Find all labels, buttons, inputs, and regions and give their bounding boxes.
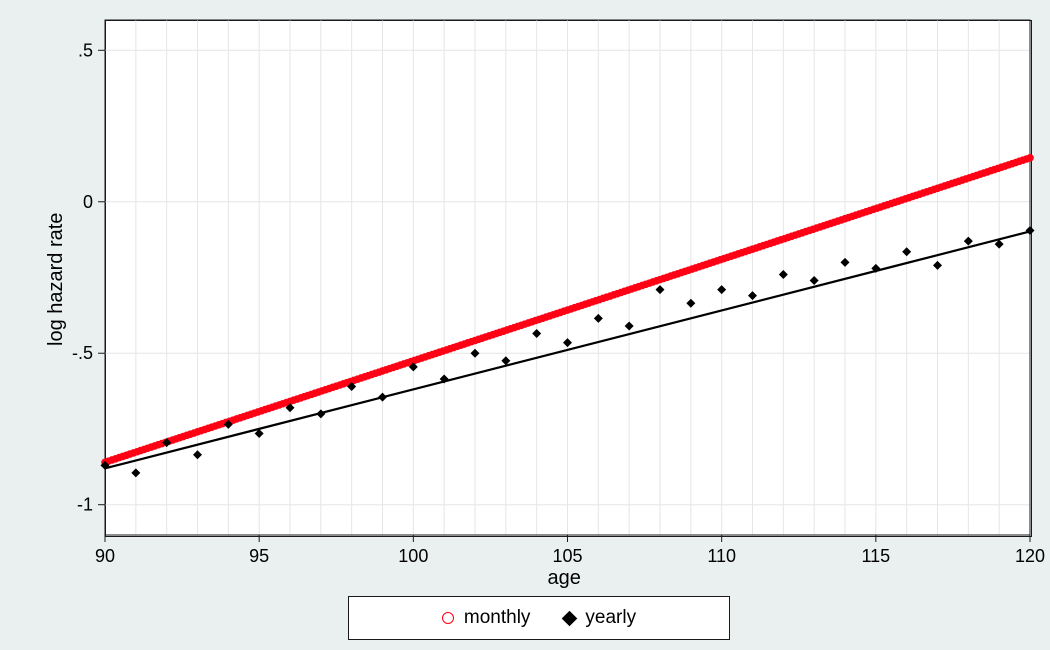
y-axis-label: log hazard rate <box>45 212 68 345</box>
svg-text:100: 100 <box>398 546 428 566</box>
legend-label: monthly <box>464 607 531 629</box>
open-circle-icon <box>442 612 454 624</box>
svg-text:105: 105 <box>552 546 582 566</box>
svg-text:-.5: -.5 <box>72 343 93 363</box>
chart-svg: 90 95 100 105 110 115 120 -1 -.5 0 .5 <box>0 0 1050 650</box>
legend: monthly yearly <box>348 596 730 640</box>
legend-label: yearly <box>585 607 636 629</box>
legend-item-monthly: monthly <box>442 607 531 629</box>
svg-text:.5: .5 <box>78 40 93 60</box>
svg-text:0: 0 <box>83 192 93 212</box>
svg-text:110: 110 <box>707 546 736 566</box>
diamond-icon <box>562 610 578 626</box>
svg-text:90: 90 <box>95 546 115 566</box>
x-axis-label: age <box>548 567 581 590</box>
legend-item-yearly: yearly <box>564 607 636 629</box>
chart-root: { "canvas": { "width": 1050, "height": 6… <box>0 0 1050 650</box>
svg-text:115: 115 <box>861 546 890 566</box>
svg-text:-1: -1 <box>77 495 93 515</box>
svg-text:95: 95 <box>249 546 269 566</box>
svg-text:120: 120 <box>1015 546 1045 566</box>
